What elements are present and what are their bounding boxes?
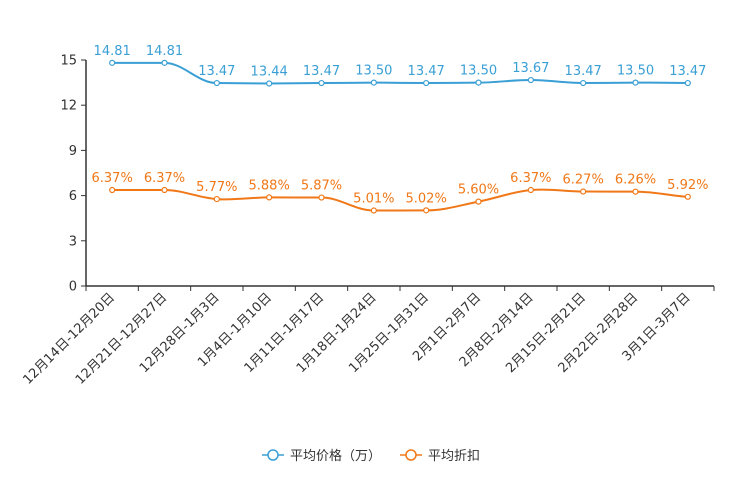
data-label: 13.47 [303,64,340,79]
legend-label: 平均价格（万） [290,448,381,464]
data-label: 5.77% [196,180,237,195]
data-point[interactable] [684,193,691,200]
y-tick-label: 12 [60,99,77,114]
data-point[interactable] [370,79,377,86]
data-point[interactable] [632,188,639,195]
legend-marker-icon [405,449,417,461]
series-layer: 14.81 14.81 13.47 13.44 13.47 13.50 13.47 13.50… [92,44,708,214]
data-label: 13.47 [565,64,602,79]
data-point[interactable] [684,79,691,87]
axes: 0369121512月14日-12月20日12月21日-12月27日12月28日… [21,54,715,388]
data-point[interactable] [632,79,639,86]
data-label: 13.50 [617,64,654,79]
data-point[interactable] [423,79,430,87]
data-label: 5.01% [353,192,394,207]
data-point[interactable] [527,186,534,194]
data-label: 6.27% [563,173,604,188]
y-tick-label: 15 [60,54,77,69]
data-label: 5.02% [406,191,447,206]
data-label: 13.47 [669,64,706,79]
data-point[interactable] [318,194,325,201]
data-point[interactable] [580,79,587,87]
data-label: 6.37% [510,171,551,186]
data-point[interactable] [580,188,587,195]
series-avg-price: 14.81 14.81 13.47 13.44 13.47 13.50 13.47 13.50… [94,44,706,87]
series-avg-discount: 6.37% 6.37% 5.77% 5.88% 5.87% 5.01% 5.02% 5.60%… [92,171,708,214]
data-label: 13.50 [460,64,497,79]
x-tick-label: 12月21日-12月27日 [73,290,170,387]
data-point[interactable] [318,79,325,87]
data-point[interactable] [213,79,220,87]
legend-marker-icon [267,449,279,461]
data-label: 13.44 [251,65,288,80]
data-point[interactable] [527,76,534,84]
data-point[interactable] [161,186,168,194]
y-tick-label: 0 [69,280,77,295]
data-point[interactable] [109,186,116,194]
data-point[interactable] [475,79,482,86]
data-point[interactable] [266,194,273,201]
data-label: 13.50 [355,64,392,79]
data-label: 5.92% [667,178,708,193]
data-label: 6.37% [144,171,185,186]
series-line [112,188,688,212]
data-label: 6.37% [92,171,133,186]
y-tick-label: 6 [69,189,77,204]
data-point[interactable] [213,195,220,203]
data-label: 13.47 [198,64,235,79]
y-tick-label: 9 [69,144,77,159]
data-label: 13.47 [408,64,445,79]
data-label: 5.88% [249,178,290,193]
series-line [112,61,688,85]
data-label: 14.81 [146,44,183,59]
y-tick-label: 3 [69,234,77,249]
data-point[interactable] [161,59,168,66]
data-point[interactable] [109,59,116,66]
data-label: 13.67 [512,61,549,76]
data-point[interactable] [423,207,430,214]
data-point[interactable] [370,207,377,214]
data-point[interactable] [266,80,273,87]
data-label: 14.81 [94,44,131,59]
legend-item-avg-discount[interactable]: 平均折扣 [400,449,480,464]
data-point[interactable] [475,198,482,205]
legend-label: 平均折扣 [428,449,480,464]
data-label: 5.87% [301,179,342,194]
data-label: 6.26% [615,173,656,188]
legend-item-avg-price[interactable]: 平均价格（万） [262,448,381,464]
data-label: 5.60% [458,183,499,198]
x-tick-label: 12月14日-12月20日 [21,290,118,387]
legend: 平均价格（万） 平均折扣 [262,448,480,464]
